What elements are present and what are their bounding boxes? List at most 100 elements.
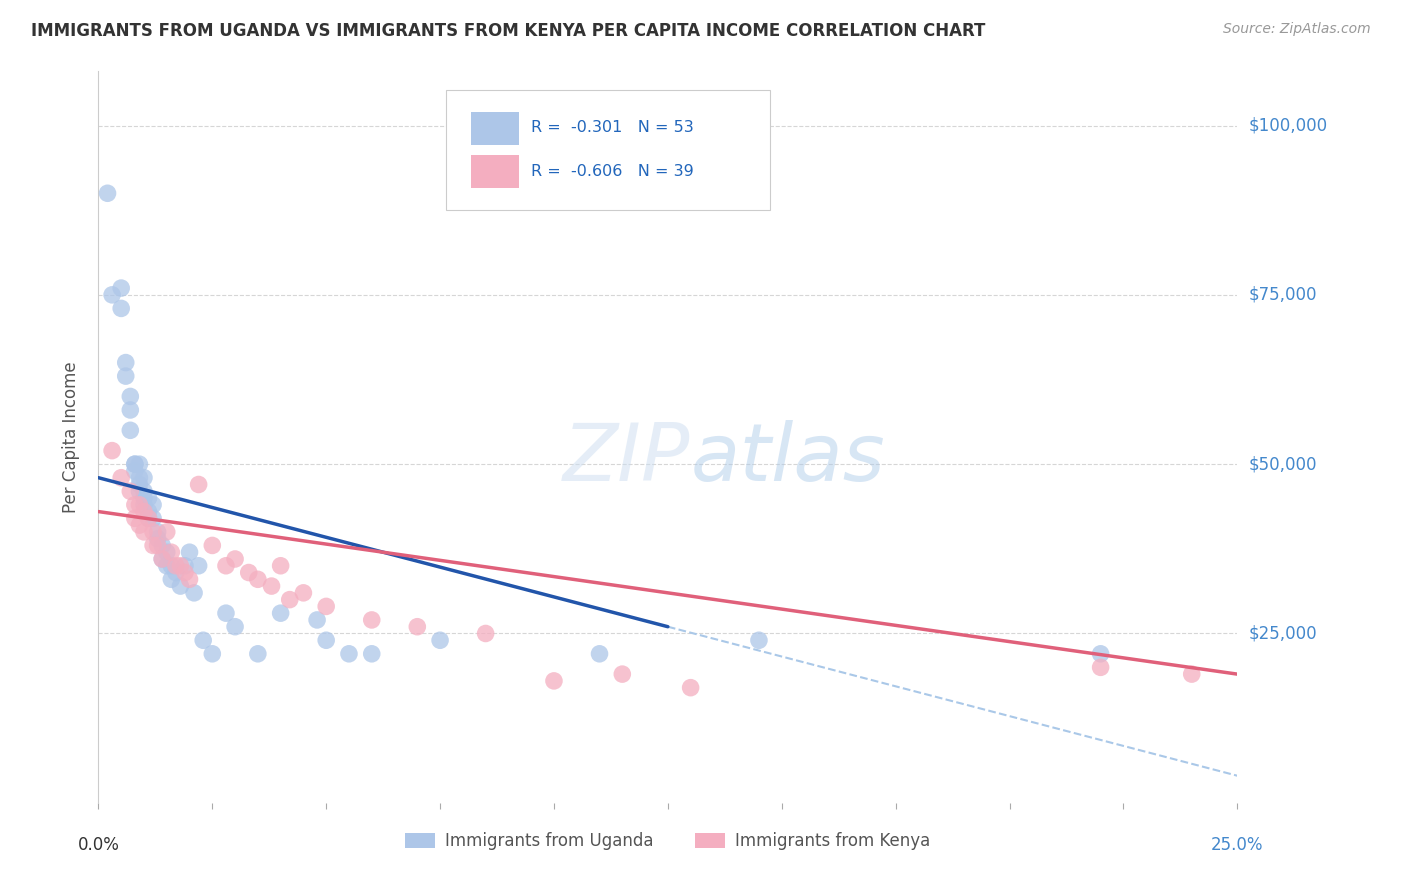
Point [165, 558, 187, 573]
Legend: Immigrants from Uganda, Immigrants from Kenya: Immigrants from Uganda, Immigrants from … [398, 825, 938, 856]
Point [110, 471, 132, 485]
Point [120, 403, 142, 417]
Point [474, 626, 496, 640]
Point [110, 301, 132, 316]
Text: $50,000: $50,000 [1249, 455, 1317, 473]
Point [138, 511, 160, 525]
Point [132, 484, 155, 499]
Point [101, 443, 124, 458]
Point [360, 613, 382, 627]
Point [179, 545, 201, 559]
Point [160, 545, 183, 559]
Text: Source: ZipAtlas.com: Source: ZipAtlas.com [1223, 22, 1371, 37]
Point [110, 281, 132, 295]
Text: $75,000: $75,000 [1249, 285, 1317, 304]
Point [128, 484, 150, 499]
Point [142, 538, 165, 552]
Point [174, 558, 197, 573]
Text: IMMIGRANTS FROM UGANDA VS IMMIGRANTS FROM KENYA PER CAPITA INCOME CORRELATION CH: IMMIGRANTS FROM UGANDA VS IMMIGRANTS FRO… [31, 22, 986, 40]
Point [120, 423, 142, 437]
Text: $25,000: $25,000 [1249, 624, 1317, 642]
Point [1181, 667, 1204, 681]
Point [128, 457, 150, 471]
Point [96, 186, 118, 201]
Point [174, 566, 197, 580]
Point [120, 389, 142, 403]
Text: $100,000: $100,000 [1249, 117, 1327, 135]
Point [142, 524, 165, 539]
Point [215, 606, 238, 620]
Point [114, 369, 136, 384]
Point [156, 524, 179, 539]
Point [128, 477, 150, 491]
Point [406, 620, 429, 634]
Point [215, 558, 238, 573]
Point [124, 511, 146, 525]
Point [150, 538, 173, 552]
Point [146, 532, 169, 546]
Point [187, 477, 209, 491]
Point [748, 633, 770, 648]
Point [169, 558, 191, 573]
Point [128, 471, 150, 485]
Point [101, 288, 124, 302]
Point [588, 647, 610, 661]
Point [160, 558, 183, 573]
FancyBboxPatch shape [471, 155, 519, 188]
Point [142, 511, 165, 525]
Point [193, 633, 215, 648]
Point [132, 491, 155, 505]
Point [260, 579, 283, 593]
Point [156, 545, 179, 559]
Point [169, 579, 191, 593]
Point [124, 457, 146, 471]
Text: ZIP: ZIP [564, 420, 690, 498]
Point [124, 457, 146, 471]
Point [246, 572, 269, 586]
Point [278, 592, 301, 607]
Point [150, 552, 173, 566]
Point [132, 471, 155, 485]
Point [238, 566, 260, 580]
Point [224, 620, 246, 634]
Point [1090, 647, 1112, 661]
Text: 25.0%: 25.0% [1211, 836, 1264, 854]
Point [179, 572, 201, 586]
Point [114, 355, 136, 369]
Point [138, 491, 160, 505]
Point [132, 498, 155, 512]
Point [142, 498, 165, 512]
Point [146, 538, 169, 552]
Point [138, 511, 160, 525]
Point [124, 498, 146, 512]
Point [315, 633, 337, 648]
Point [224, 552, 246, 566]
FancyBboxPatch shape [446, 90, 770, 211]
Point [315, 599, 337, 614]
Point [128, 518, 150, 533]
Point [132, 524, 155, 539]
Point [132, 505, 155, 519]
Point [292, 586, 315, 600]
Text: 0.0%: 0.0% [77, 836, 120, 854]
Point [201, 647, 224, 661]
Point [543, 673, 565, 688]
Point [138, 505, 160, 519]
Point [270, 606, 292, 620]
Point [146, 524, 169, 539]
Text: R =  -0.301   N = 53: R = -0.301 N = 53 [531, 120, 695, 136]
Point [156, 558, 179, 573]
Point [120, 484, 142, 499]
Y-axis label: Per Capita Income: Per Capita Income [62, 361, 80, 513]
Point [1090, 660, 1112, 674]
Point [246, 647, 269, 661]
Point [337, 647, 360, 661]
Point [128, 498, 150, 512]
FancyBboxPatch shape [471, 112, 519, 145]
Point [124, 464, 146, 478]
Text: atlas: atlas [690, 420, 886, 498]
Point [360, 647, 382, 661]
Point [612, 667, 634, 681]
Point [183, 586, 205, 600]
Point [679, 681, 702, 695]
